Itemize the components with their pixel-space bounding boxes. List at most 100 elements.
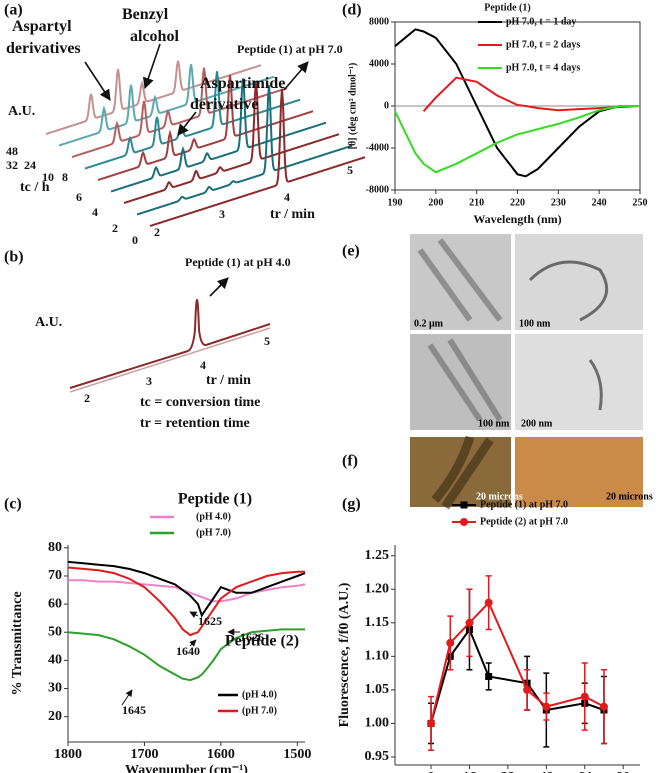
series-line xyxy=(430,627,605,724)
panel-label: (c) xyxy=(4,496,22,513)
y-tick-label: 1.00 xyxy=(365,716,390,731)
chromatogram-trace xyxy=(58,64,275,147)
axis-label: tr / min xyxy=(270,207,315,222)
x-tick-label: 210 xyxy=(469,197,484,208)
scale-label: 200 nm xyxy=(521,418,553,429)
legend-label: pH 7.0, t = 4 days xyxy=(506,62,580,73)
scale-label: 20 microns xyxy=(606,491,653,502)
x-tick-label: 200 xyxy=(428,197,443,208)
annotation: Peptide (1) at pH 4.0 xyxy=(185,255,291,269)
tick-label: 2 xyxy=(112,221,118,235)
y-tick-label: 80 xyxy=(48,540,62,555)
panel-label: (a) xyxy=(4,2,23,19)
chromatogram-trace xyxy=(69,299,271,389)
panel-label: (g) xyxy=(342,496,361,513)
y-tick-label: 20 xyxy=(48,709,62,724)
marker xyxy=(485,672,493,680)
y-tick-label: 50 xyxy=(48,624,62,639)
peak-arrow xyxy=(189,611,199,618)
tick-label: 10 xyxy=(42,170,54,184)
micrograph xyxy=(515,334,643,430)
annotation: Aspartyl derivatives xyxy=(6,18,81,57)
annotation: Peptide (1) at pH 7.0 xyxy=(237,42,343,56)
tick-label: 2 xyxy=(154,225,160,239)
tick-label: 24 xyxy=(24,158,36,172)
axis-label: A.U. xyxy=(8,104,35,119)
tick-label: 3 xyxy=(146,374,152,388)
y-tick-label: 1.20 xyxy=(365,581,390,596)
marker xyxy=(580,692,589,701)
y-axis-label: [θ] (deg cm² dmol⁻¹) xyxy=(347,63,358,150)
legend-label: (pH 7.0) xyxy=(196,527,231,538)
x-tick-label: 220 xyxy=(510,197,525,208)
series-line xyxy=(430,600,605,724)
x-tick-label: 80 xyxy=(616,770,630,773)
peak-arrow xyxy=(189,639,197,647)
tick-label: 5 xyxy=(347,163,353,177)
y-tick-label: 1.05 xyxy=(365,682,390,697)
legend-marker xyxy=(460,518,468,526)
tick-label: 5 xyxy=(264,334,270,348)
chart-title: Peptide (1) xyxy=(484,2,530,13)
chromatogram-trace xyxy=(84,71,301,170)
x-tick-label: 240 xyxy=(592,197,607,208)
y-tick-label: 1.10 xyxy=(365,649,390,664)
chromatogram-trace xyxy=(110,78,327,193)
y-tick-label: 0 xyxy=(384,100,389,111)
arrow xyxy=(283,61,309,91)
scale-label: 0.2 μm xyxy=(414,318,444,329)
legend-label: (pH 4.0) xyxy=(196,511,231,522)
note: tr = retention time xyxy=(140,416,250,431)
tick-label: 32 xyxy=(6,158,18,172)
panel-label: (f) xyxy=(342,453,358,470)
series-line xyxy=(394,105,640,174)
panel-label: (e) xyxy=(342,243,360,260)
y-tick-label: 70 xyxy=(48,568,62,583)
x-tick-label: 16 xyxy=(462,770,476,773)
x-tick-label: 190 xyxy=(388,197,403,208)
tick-label: 6 xyxy=(76,190,82,204)
axis-label: A.U. xyxy=(35,315,62,330)
y-tick-label: 60 xyxy=(48,596,62,611)
series-line xyxy=(68,579,306,603)
arrow xyxy=(209,277,229,297)
legend-title: Peptide (2) xyxy=(225,633,299,650)
y-axis-label: % Transmittance xyxy=(10,591,25,695)
marker xyxy=(484,598,493,607)
peak-arrow xyxy=(121,689,133,706)
y-tick-label: 0.95 xyxy=(365,749,390,764)
micrograph xyxy=(515,437,643,507)
y-tick-label: 40 xyxy=(48,653,62,668)
legend-label: pH 7.0, t = 2 days xyxy=(506,39,580,50)
x-tick-label: 0 xyxy=(428,770,435,773)
series-line xyxy=(67,560,306,618)
micrograph-texture xyxy=(417,238,503,422)
series-line xyxy=(394,28,640,178)
tick-label: 4 xyxy=(284,190,290,204)
y-axis-label: Fluorescence, f/f0 (A.U.) xyxy=(337,582,352,727)
panel-label: (b) xyxy=(4,249,24,266)
scale-label: 100 nm xyxy=(478,418,510,429)
tick-label: 0 xyxy=(132,233,138,247)
y-tick-label: 8000 xyxy=(369,16,389,27)
y-tick-label: 4000 xyxy=(369,58,389,69)
legend-label: Peptide (1) at pH 7.0 xyxy=(480,499,568,510)
tick-label: 4 xyxy=(200,358,206,372)
micrograph-texture xyxy=(528,260,609,411)
arrow xyxy=(84,61,111,101)
axis-label: tc / h xyxy=(20,180,50,195)
peak-label: 1645 xyxy=(122,703,146,717)
tick-label: 2 xyxy=(84,391,90,405)
x-axis-label: Wavelength (nm) xyxy=(473,212,561,226)
chromatogram-traces xyxy=(45,60,366,227)
y-tick-label: -4000 xyxy=(366,142,389,153)
chromatogram-trace xyxy=(97,74,314,181)
note: tc = conversion time xyxy=(140,395,260,410)
marker xyxy=(542,702,551,711)
y-tick-label: 1.25 xyxy=(365,548,390,563)
y-tick-label: -8000 xyxy=(366,184,389,195)
peak-label: 1626 xyxy=(240,630,264,644)
marker xyxy=(599,702,608,711)
tick-label: 3 xyxy=(219,207,225,221)
